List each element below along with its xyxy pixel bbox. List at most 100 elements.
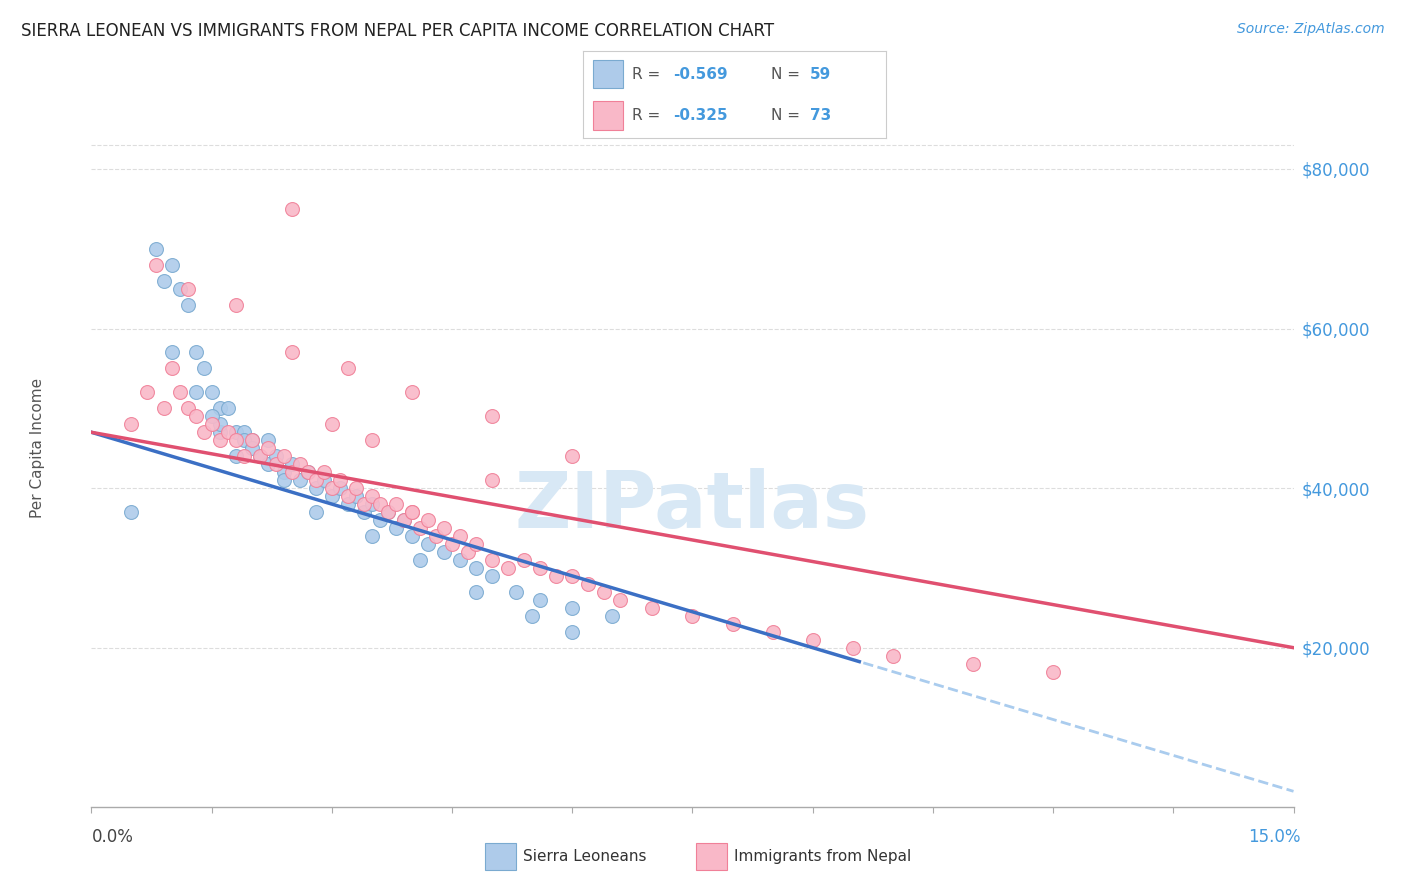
Point — [561, 569, 583, 583]
Point — [184, 345, 207, 359]
Point — [264, 449, 287, 463]
Text: 73: 73 — [810, 108, 831, 122]
Point — [416, 513, 439, 527]
Point — [217, 425, 239, 440]
Point — [249, 449, 271, 463]
Point — [353, 497, 375, 511]
Point — [329, 481, 352, 495]
Point — [425, 529, 447, 543]
Point — [305, 481, 328, 495]
Point — [121, 417, 143, 432]
Point — [225, 449, 247, 463]
Point — [496, 561, 519, 575]
Point — [344, 489, 367, 503]
Point — [225, 425, 247, 440]
Point — [449, 553, 471, 567]
Point — [360, 529, 382, 543]
Point — [360, 497, 382, 511]
Point — [321, 489, 343, 503]
Text: Sierra Leoneans: Sierra Leoneans — [523, 849, 647, 863]
Point — [481, 409, 503, 424]
Point — [169, 385, 191, 400]
Point — [401, 529, 423, 543]
Point — [593, 585, 616, 599]
Point — [377, 505, 399, 519]
Point — [193, 425, 215, 440]
Point — [201, 385, 224, 400]
Point — [232, 434, 254, 448]
Point — [368, 513, 391, 527]
Point — [385, 497, 408, 511]
Point — [232, 449, 254, 463]
Point — [329, 473, 352, 487]
Text: 0.0%: 0.0% — [91, 828, 134, 846]
Text: 15.0%: 15.0% — [1249, 828, 1301, 846]
Text: N =: N = — [770, 108, 804, 122]
Point — [169, 282, 191, 296]
Point — [368, 497, 391, 511]
Text: R =: R = — [631, 108, 665, 122]
Text: Per Capita Income: Per Capita Income — [30, 378, 45, 518]
Point — [392, 513, 415, 527]
Point — [641, 600, 664, 615]
Point — [217, 401, 239, 416]
Point — [288, 473, 311, 487]
Point — [193, 361, 215, 376]
Point — [321, 481, 343, 495]
Point — [160, 258, 183, 272]
Point — [416, 537, 439, 551]
Point — [353, 505, 375, 519]
Point — [240, 434, 263, 448]
Point — [465, 561, 488, 575]
Point — [409, 521, 432, 535]
Point — [160, 345, 183, 359]
Point — [465, 537, 488, 551]
Point — [962, 657, 984, 671]
Point — [281, 345, 304, 359]
Point — [505, 585, 527, 599]
Point — [273, 473, 295, 487]
Point — [721, 616, 744, 631]
Point — [801, 632, 824, 647]
Text: ZIPatlas: ZIPatlas — [515, 467, 870, 544]
Point — [841, 640, 863, 655]
Point — [561, 600, 583, 615]
Point — [225, 434, 247, 448]
Point — [152, 274, 174, 288]
Point — [297, 465, 319, 479]
Point — [360, 434, 382, 448]
Point — [281, 457, 304, 471]
Point — [121, 505, 143, 519]
Bar — [592, 60, 623, 88]
Point — [145, 258, 167, 272]
Point — [561, 624, 583, 639]
Point — [305, 473, 328, 487]
Point — [344, 481, 367, 495]
Point — [288, 457, 311, 471]
Text: Source: ZipAtlas.com: Source: ZipAtlas.com — [1237, 22, 1385, 37]
Point — [240, 441, 263, 455]
Point — [305, 505, 328, 519]
Point — [208, 434, 231, 448]
Point — [201, 409, 224, 424]
Point — [176, 401, 198, 416]
Point — [681, 608, 703, 623]
Point — [401, 505, 423, 519]
Point — [401, 505, 423, 519]
Point — [152, 401, 174, 416]
Point — [297, 465, 319, 479]
Text: -0.325: -0.325 — [672, 108, 727, 122]
Text: R =: R = — [631, 67, 665, 81]
Point — [882, 648, 904, 663]
Point — [401, 385, 423, 400]
Point — [762, 624, 785, 639]
Text: 59: 59 — [810, 67, 831, 81]
Point — [281, 202, 304, 216]
Point — [273, 449, 295, 463]
Point — [225, 297, 247, 311]
Point — [481, 473, 503, 487]
Point — [184, 409, 207, 424]
Point — [529, 592, 551, 607]
Point — [160, 361, 183, 376]
Point — [256, 434, 278, 448]
